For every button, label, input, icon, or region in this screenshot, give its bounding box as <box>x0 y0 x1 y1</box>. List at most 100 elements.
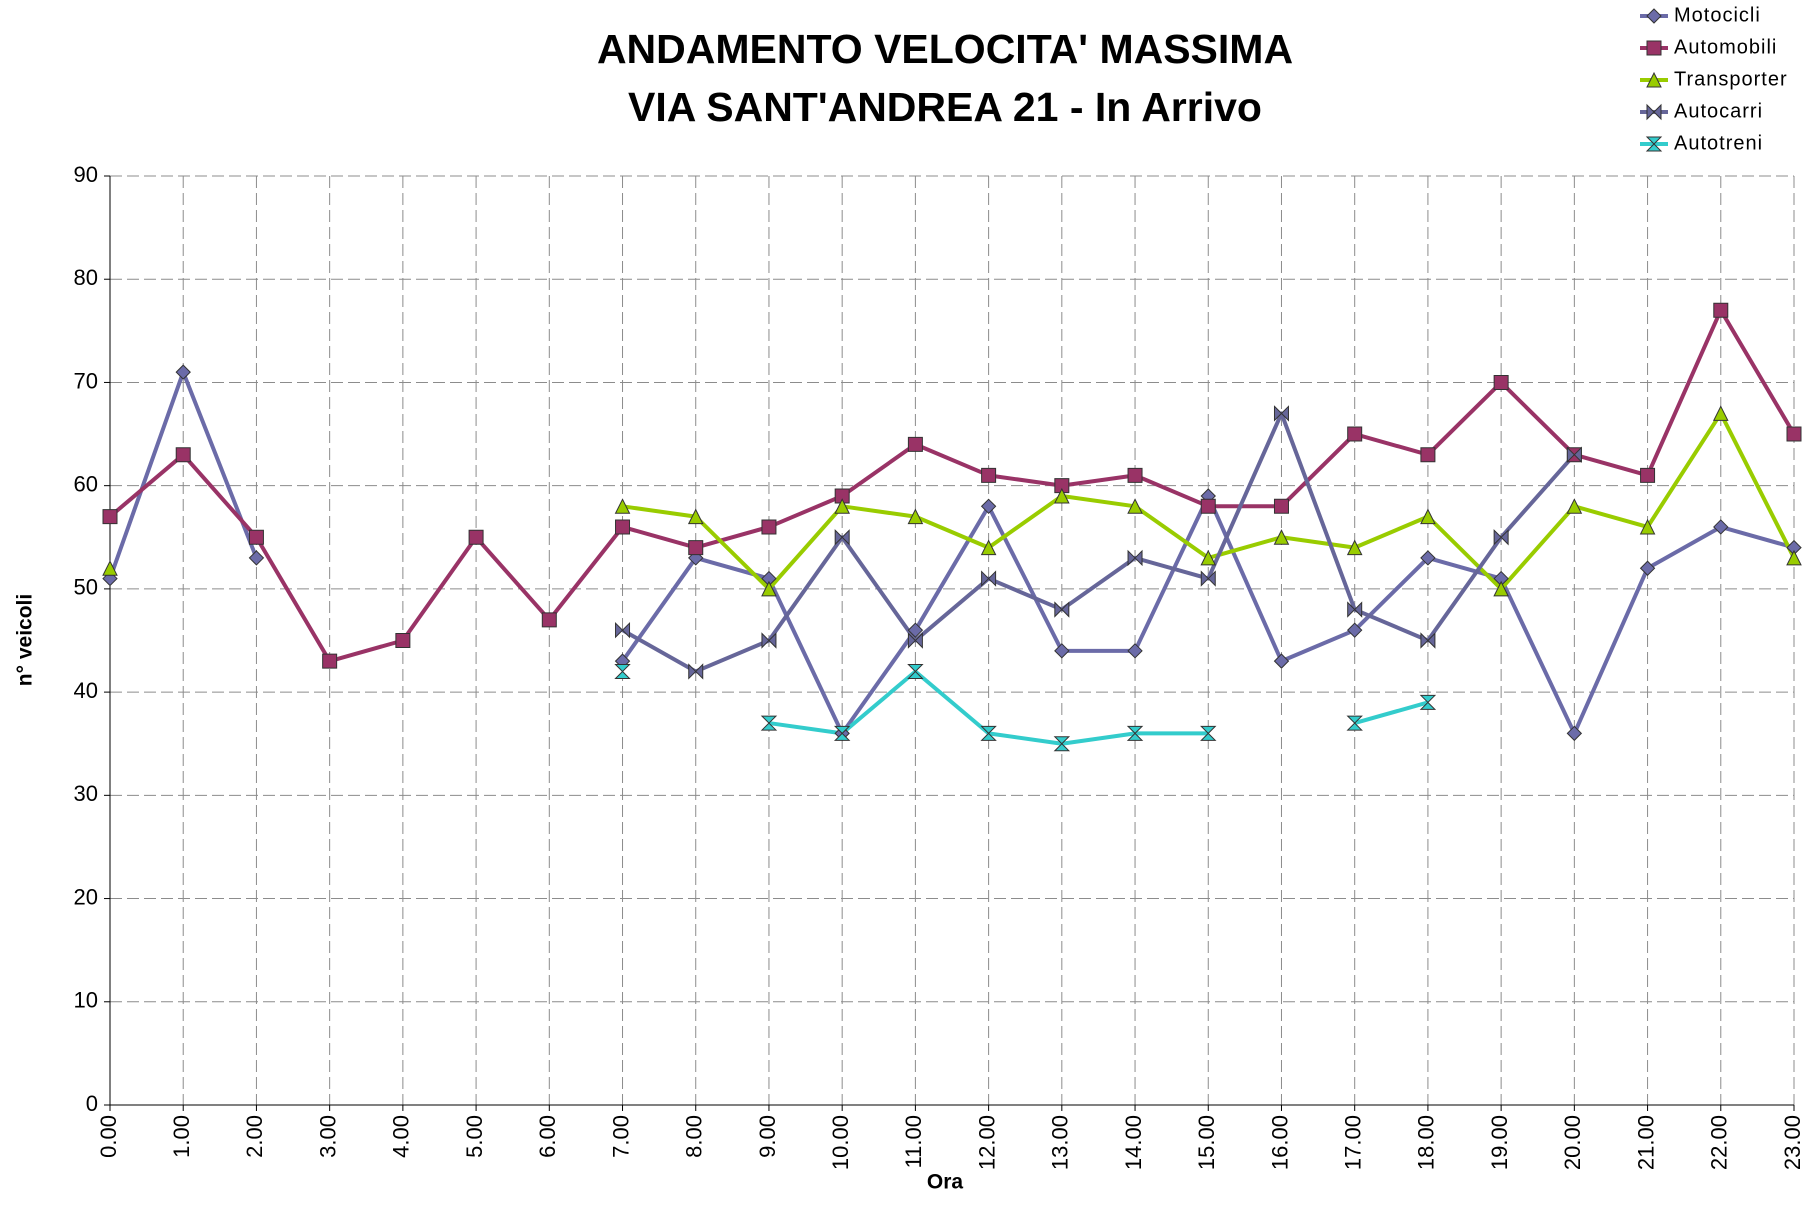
marker <box>688 663 704 680</box>
marker <box>614 663 631 679</box>
marker <box>980 498 997 515</box>
x-tick-label: 11.00 <box>901 1115 926 1168</box>
marker <box>1786 549 1802 566</box>
y-tick-label: 80 <box>74 265 98 290</box>
marker <box>761 632 777 649</box>
marker <box>615 519 631 535</box>
x-tick-label: 14.00 <box>1121 1115 1146 1170</box>
marker <box>1640 467 1656 483</box>
marker <box>1420 632 1436 649</box>
marker <box>687 508 704 525</box>
marker <box>1273 529 1290 545</box>
marker <box>761 580 777 597</box>
legend-label: Transporter <box>1674 68 1788 90</box>
marker <box>1419 694 1437 710</box>
marker <box>980 725 997 741</box>
marker <box>760 715 778 731</box>
y-tick-label: 50 <box>74 575 98 600</box>
legend-label: Autotreni <box>1674 132 1763 154</box>
marker <box>1712 405 1729 421</box>
series-line <box>768 669 1429 746</box>
series-line <box>621 411 1576 674</box>
marker <box>1493 529 1509 546</box>
x-tick-label: 1.00 <box>169 1115 194 1158</box>
x-tick-label: 21.00 <box>1633 1115 1658 1170</box>
marker <box>907 622 924 638</box>
marker <box>907 436 923 452</box>
marker <box>615 621 631 639</box>
series-line <box>108 308 1796 664</box>
marker <box>614 498 631 514</box>
x-tick-label: 20.00 <box>1560 1115 1585 1170</box>
marker <box>1347 601 1363 618</box>
marker <box>1420 508 1436 525</box>
x-tick-label: 23.00 <box>1780 1115 1805 1170</box>
x-tick-label: 9.00 <box>755 1115 780 1158</box>
marker <box>1200 725 1217 741</box>
marker <box>833 725 851 741</box>
legend-label: Motocicli <box>1674 4 1761 26</box>
marker <box>980 539 997 556</box>
x-tick-label: 12.00 <box>974 1115 999 1170</box>
marker <box>322 653 338 669</box>
marker <box>1273 498 1289 514</box>
marker <box>102 509 118 525</box>
y-tick-label: 60 <box>74 471 98 496</box>
legend-marker <box>1646 71 1662 88</box>
x-tick-label: 8.00 <box>682 1115 707 1158</box>
marker <box>1127 549 1143 567</box>
legend-label: Autocarri <box>1674 100 1763 122</box>
marker <box>688 540 704 556</box>
marker <box>1347 426 1363 442</box>
marker <box>1566 498 1583 514</box>
marker <box>1054 643 1070 659</box>
marker <box>1639 518 1656 535</box>
y-tick-label: 30 <box>74 781 98 806</box>
marker <box>1493 374 1509 390</box>
marker <box>834 498 850 514</box>
marker <box>1346 622 1363 638</box>
legend-marker <box>1646 103 1662 121</box>
y-tick-label: 0 <box>86 1091 98 1116</box>
legend-marker <box>1646 8 1662 24</box>
marker <box>1200 570 1216 587</box>
marker <box>541 612 557 628</box>
x-tick-label: 10.00 <box>828 1115 853 1170</box>
x-tick-label: 2.00 <box>242 1115 267 1158</box>
x-tick-label: 15.00 <box>1194 1115 1219 1170</box>
marker <box>1273 653 1290 669</box>
legend-label: Automobili <box>1674 36 1777 58</box>
marker <box>1420 447 1436 463</box>
marker <box>907 632 923 649</box>
marker <box>1127 498 1143 514</box>
marker <box>688 550 704 566</box>
marker <box>1713 519 1729 535</box>
x-tick-label: 0.00 <box>96 1115 121 1158</box>
legend-marker <box>1646 40 1662 56</box>
marker <box>1126 725 1144 741</box>
marker <box>1273 405 1289 422</box>
x-tick-label: 5.00 <box>462 1115 487 1158</box>
marker <box>1420 550 1436 566</box>
x-tick-label: 7.00 <box>608 1115 633 1158</box>
marker <box>468 529 484 545</box>
y-tick-label: 40 <box>74 678 98 703</box>
marker <box>981 570 997 587</box>
chart-title: VIA SANT'ANDREA 21 - In Arrivo <box>628 84 1262 130</box>
y-axis-label: n° veicoli <box>14 594 37 686</box>
marker <box>395 633 411 648</box>
y-tick-label: 20 <box>74 884 98 909</box>
legend-marker <box>1645 136 1663 152</box>
x-tick-label: 16.00 <box>1267 1115 1292 1170</box>
series-line <box>108 370 1795 736</box>
chart-title: ANDAMENTO VELOCITA' MASSIMA <box>597 26 1293 72</box>
marker <box>1053 736 1071 752</box>
x-axis-label: Ora <box>927 1171 964 1194</box>
marker <box>1054 487 1070 504</box>
x-tick-label: 19.00 <box>1487 1115 1512 1170</box>
marker <box>834 529 850 546</box>
marker <box>907 663 924 679</box>
marker <box>1346 539 1363 556</box>
marker <box>1054 478 1070 494</box>
